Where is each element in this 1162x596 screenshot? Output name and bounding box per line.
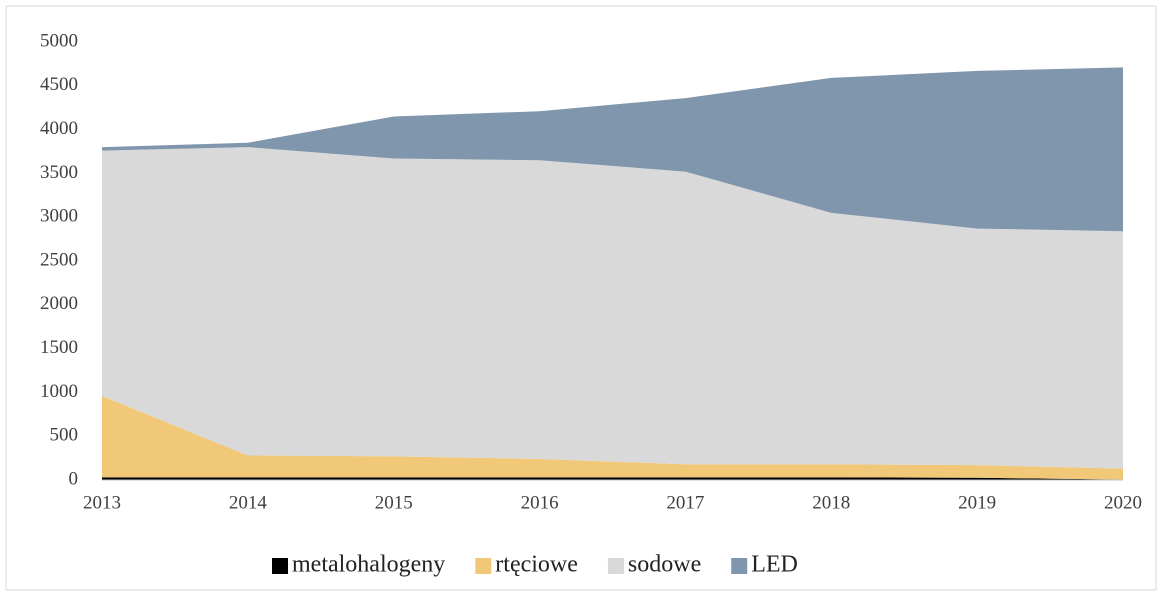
area xyxy=(102,67,1123,232)
y-tick-label: 5000 xyxy=(40,30,78,51)
legend-label: sodowe xyxy=(628,552,701,578)
y-tick-label: 2000 xyxy=(40,293,78,314)
y-tick-label: 0 xyxy=(69,468,79,489)
y-tick-label: 1500 xyxy=(40,337,78,358)
y-tick-label: 500 xyxy=(50,425,79,446)
legend-label: rtęciowe xyxy=(495,552,578,578)
x-tick-label: 2018 xyxy=(812,492,850,513)
legend-label: LED xyxy=(751,552,798,578)
legend-swatch xyxy=(607,558,624,574)
y-tick-label: 3500 xyxy=(40,162,78,183)
legend-label: metalohalogeny xyxy=(292,552,445,578)
x-tick-label: 2020 xyxy=(1104,492,1142,513)
x-tick-label: 2017 xyxy=(666,492,704,513)
y-tick-label: 4500 xyxy=(40,74,78,95)
y-tick-label: 1000 xyxy=(40,381,78,402)
chart-border xyxy=(5,5,1157,591)
area xyxy=(102,147,1123,469)
x-tick-label: 2015 xyxy=(375,492,413,513)
x-tick-label: 2014 xyxy=(229,492,268,513)
x-tick-label: 2016 xyxy=(521,492,559,513)
legend-swatch xyxy=(475,558,492,574)
y-tick-label: 2500 xyxy=(40,249,78,270)
x-tick-label: 2019 xyxy=(958,492,996,513)
y-tick-label: 3000 xyxy=(40,206,78,227)
area xyxy=(102,395,1123,480)
x-tick-label: 2013 xyxy=(83,492,121,513)
legend-swatch xyxy=(731,558,748,574)
legend-swatch xyxy=(272,558,288,574)
area xyxy=(102,477,1123,480)
y-tick-label: 4000 xyxy=(40,118,78,139)
